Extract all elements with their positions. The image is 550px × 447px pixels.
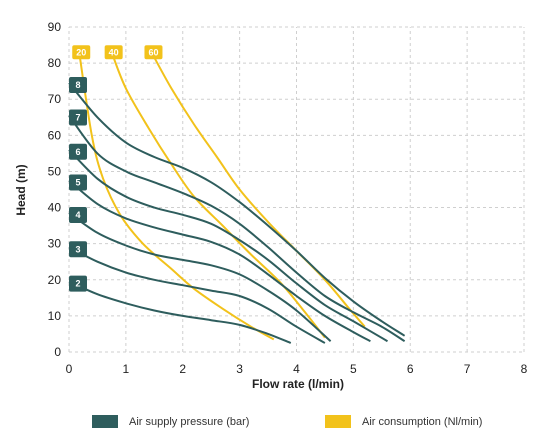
x-tick-label: 8 <box>521 362 528 376</box>
x-tick-label: 7 <box>464 362 471 376</box>
y-tick-label: 70 <box>48 92 62 106</box>
air-pressure-curve-6 <box>68 149 389 343</box>
pressure-badge-8 <box>69 76 87 93</box>
y-tick-label: 30 <box>48 237 62 251</box>
y-axis-title: Head (m) <box>14 164 28 215</box>
pressure-badge-label: 8 <box>75 80 80 90</box>
consumption-badge-label: 40 <box>109 47 119 57</box>
series-labels: 2 3 4 5 6 7 8 20 40 60 <box>69 45 163 292</box>
y-tick-label: 0 <box>54 345 61 359</box>
y-tick-label: 60 <box>48 128 62 142</box>
y-tick-label: 40 <box>48 201 62 215</box>
x-tick-label: 6 <box>407 362 414 376</box>
pressure-badge-3 <box>69 241 87 258</box>
x-tick-label: 4 <box>293 362 300 376</box>
x-tick-labels: 0 1 2 3 4 5 6 7 8 <box>66 362 528 376</box>
legend-swatch-air-consumption <box>325 415 351 428</box>
pressure-badge-label: 5 <box>75 177 80 187</box>
pressure-badge-2 <box>69 275 87 292</box>
y-tick-label: 80 <box>48 56 62 70</box>
x-tick-label: 3 <box>236 362 243 376</box>
pressure-badge-7 <box>69 109 87 126</box>
pressure-badge-label: 3 <box>75 244 80 254</box>
consumption-badge-20 <box>72 45 91 60</box>
pressure-badge-label: 7 <box>75 112 80 122</box>
air-pressure-curve-7 <box>68 114 406 343</box>
curves-layer <box>68 51 406 344</box>
legend-label-air-consumption: Air consumption (Nl/min) <box>362 416 482 428</box>
air-pressure-curve-8 <box>68 82 406 337</box>
pressure-badge-6 <box>69 143 87 160</box>
consumption-badge-60 <box>144 45 163 60</box>
pressure-badge-label: 2 <box>75 279 80 289</box>
air-consumption-curve-40 <box>110 51 326 339</box>
legend-label-air-supply-pressure: Air supply pressure (bar) <box>129 416 249 428</box>
x-axis-title: Flow rate (l/min) <box>252 377 344 391</box>
x-tick-label: 5 <box>350 362 357 376</box>
legend-swatch-air-supply-pressure <box>92 415 118 428</box>
air-pressure-curve-5 <box>68 179 371 343</box>
pressure-badge-label: 6 <box>75 147 80 157</box>
air-pressure-curve-2 <box>68 280 292 344</box>
air-consumption-curve-60 <box>150 51 366 328</box>
air-pressure-curve-3 <box>68 246 326 344</box>
air-pressure-curve-4 <box>68 212 332 342</box>
legend: Air supply pressure (bar) Air consumptio… <box>92 415 482 428</box>
y-tick-label: 10 <box>48 309 62 323</box>
x-tick-label: 1 <box>123 362 130 376</box>
pressure-badge-5 <box>69 174 87 191</box>
y-tick-label: 90 <box>48 20 62 34</box>
x-tick-label: 0 <box>66 362 73 376</box>
consumption-badge-label: 20 <box>76 47 86 57</box>
pressure-badge-4 <box>69 206 87 223</box>
x-tick-label: 2 <box>179 362 186 376</box>
consumption-badge-40 <box>104 45 123 60</box>
y-tick-label: 20 <box>48 273 62 287</box>
consumption-badge-label: 60 <box>148 47 158 57</box>
grid-lines <box>68 26 525 353</box>
y-tick-label: 50 <box>48 164 62 178</box>
y-tick-labels: 0 10 20 30 40 50 60 70 80 90 <box>48 20 62 359</box>
pressure-badge-label: 4 <box>75 210 80 220</box>
